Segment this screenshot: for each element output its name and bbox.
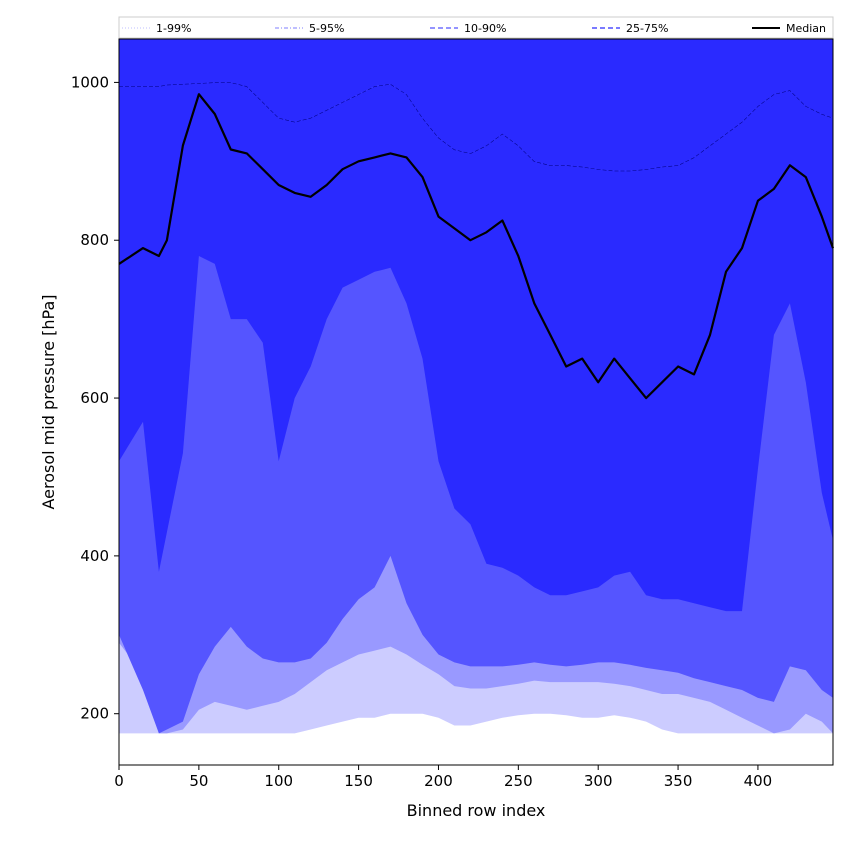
legend-label: 25-75% [626, 22, 668, 35]
band-4 [119, 39, 833, 171]
x-tick-label: 350 [664, 772, 693, 790]
x-tick-label: 50 [189, 772, 208, 790]
x-tick-label: 300 [584, 772, 613, 790]
x-axis: 0 50 100 150 200 250 300 350 400 [114, 765, 772, 790]
y-axis-title: Aerosol mid pressure [hPa] [39, 294, 58, 509]
x-tick-label: 400 [744, 772, 773, 790]
median-layer [118, 93, 835, 400]
legend-label: 10-90% [464, 22, 506, 35]
legend-box [118, 16, 834, 39]
x-tick-label: 200 [424, 772, 453, 790]
plot-frame [118, 38, 834, 766]
x-axis-title: Binned row index [407, 801, 546, 820]
x-tick-label: 100 [264, 772, 293, 790]
y-tick-label: 400 [80, 547, 109, 565]
median-line [118, 93, 835, 400]
x-tick-label: 250 [504, 772, 533, 790]
band-3 [119, 82, 833, 612]
legend: 1-99% 5-95% 10-90% 25-75% Median [118, 16, 834, 39]
y-tick-label: 1000 [71, 73, 109, 91]
legend-label: 1-99% [156, 22, 191, 35]
x-tick-label: 0 [114, 772, 124, 790]
percentile-bands [119, 39, 834, 734]
legend-label: 5-95% [309, 22, 344, 35]
legend-label: Median [786, 22, 826, 35]
x-tick-label: 150 [344, 772, 373, 790]
y-tick-label: 200 [80, 705, 109, 723]
y-tick-label: 800 [80, 231, 109, 249]
y-tick-label: 600 [80, 389, 109, 407]
y-axis: 200 400 600 800 1000 [71, 73, 119, 723]
